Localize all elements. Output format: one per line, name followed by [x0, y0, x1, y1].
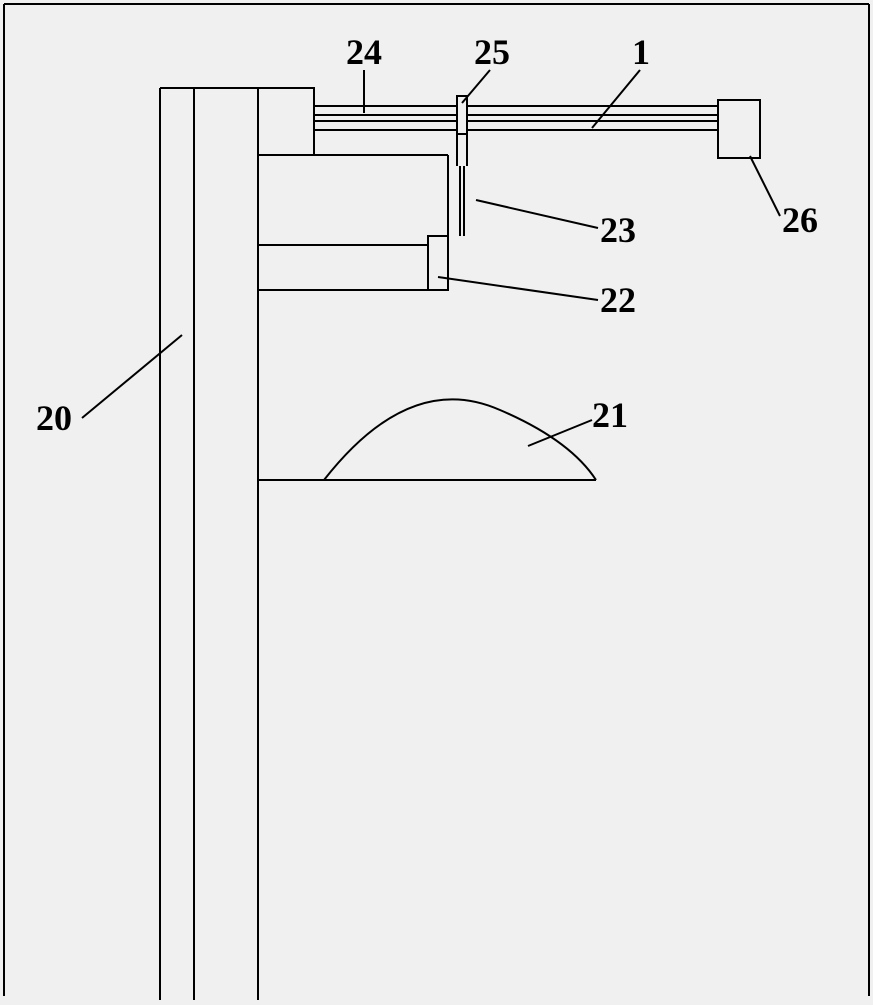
- leader-26: [750, 156, 780, 216]
- label-24: 24: [346, 31, 382, 73]
- leader-1: [592, 70, 640, 128]
- box-22: [428, 236, 448, 290]
- diagram-svg: [0, 0, 873, 1000]
- label-20: 20: [36, 397, 72, 439]
- label-26: 26: [782, 199, 818, 241]
- technical-diagram: 20 21 22 23 24 25 26 1: [0, 0, 873, 1000]
- dome-arc: [324, 399, 596, 480]
- block-26: [718, 100, 760, 158]
- leader-22: [438, 277, 598, 300]
- block-24: [258, 88, 314, 155]
- leader-25: [462, 70, 490, 103]
- label-25: 25: [474, 31, 510, 73]
- label-22: 22: [600, 279, 636, 321]
- label-21: 21: [592, 394, 628, 436]
- label-23: 23: [600, 209, 636, 251]
- leader-23: [476, 200, 598, 228]
- label-1: 1: [632, 31, 650, 73]
- leader-20: [82, 335, 182, 418]
